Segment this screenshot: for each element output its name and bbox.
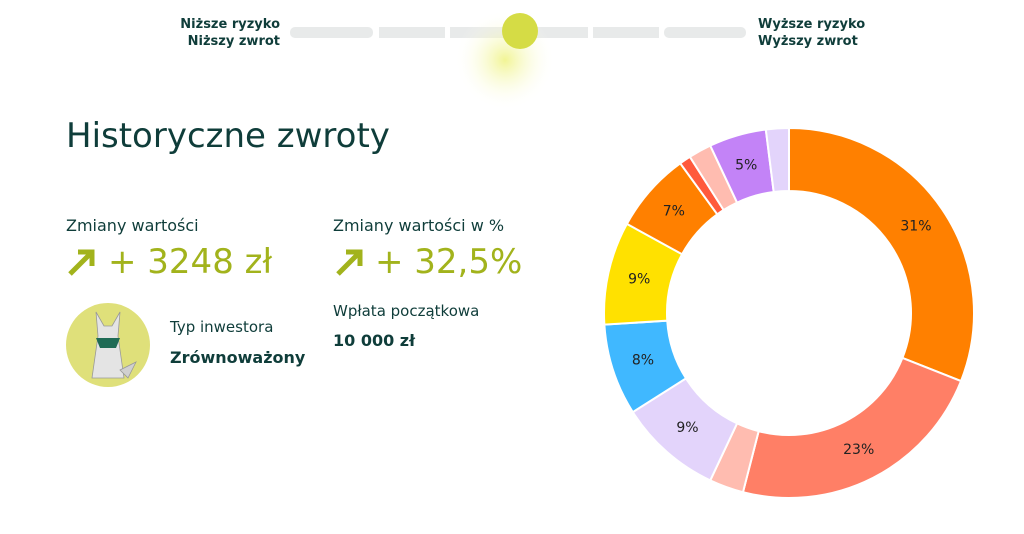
high-return-label: Wyższy zwrot	[758, 34, 858, 49]
up-arrow-icon	[336, 249, 363, 276]
slice-label: 9%	[676, 420, 698, 436]
deposit: 10 000 zł	[333, 331, 416, 350]
percent-change-label: Zmiany wartości w %	[333, 216, 504, 235]
donut-slice	[788, 126, 975, 383]
slice-label: 9%	[628, 272, 650, 288]
title: Historyczne zwroty	[66, 116, 390, 156]
slider-knob[interactable]	[502, 13, 538, 49]
value-change-label: Zmiany wartości	[66, 216, 199, 235]
percent-change: + 32,5%	[375, 242, 522, 282]
deposit-label: Wpłata początkowa	[333, 302, 479, 320]
slice-label: 5%	[735, 158, 757, 174]
slice-label: 31%	[900, 219, 931, 235]
donut-chart: 31% 23% 9% 8% 9% 7% 5%	[603, 126, 975, 499]
low-return-label: Niższy zwrot	[188, 34, 280, 49]
donut-slice	[741, 356, 963, 499]
investor-type-label: Typ inwestora	[169, 318, 273, 336]
value-change: + 3248 zł	[108, 242, 272, 282]
up-arrow-icon	[68, 249, 95, 276]
slice-label: 8%	[632, 352, 654, 368]
slice-label: 7%	[663, 203, 685, 219]
investor-type: Zrównoważony	[170, 348, 306, 367]
high-risk-label: Wyższe ryzyko	[758, 17, 865, 32]
slice-label: 23%	[843, 442, 874, 458]
investor-avatar	[66, 303, 150, 387]
low-risk-label: Niższe ryzyko	[180, 17, 280, 32]
donut-slice	[764, 126, 790, 194]
